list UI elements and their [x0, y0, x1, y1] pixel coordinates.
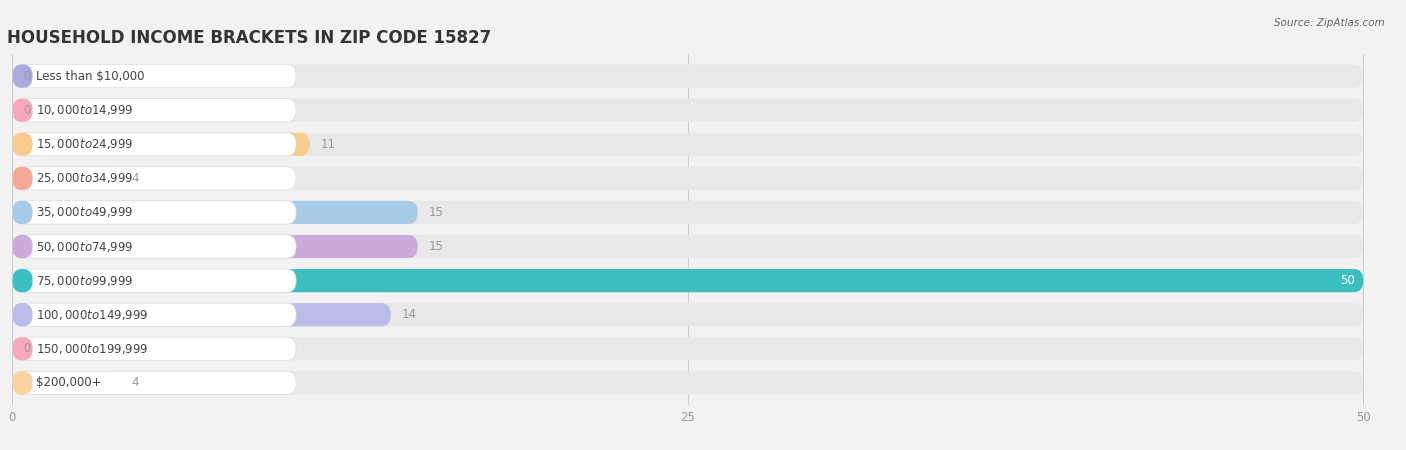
FancyBboxPatch shape [13, 269, 1364, 292]
FancyBboxPatch shape [13, 167, 297, 190]
FancyBboxPatch shape [13, 133, 309, 156]
FancyBboxPatch shape [13, 133, 1364, 156]
FancyBboxPatch shape [13, 269, 32, 292]
FancyBboxPatch shape [13, 337, 32, 360]
Text: 11: 11 [321, 138, 336, 151]
Text: $25,000 to $34,999: $25,000 to $34,999 [37, 171, 134, 185]
FancyBboxPatch shape [13, 99, 1364, 122]
FancyBboxPatch shape [13, 303, 1364, 326]
FancyBboxPatch shape [13, 269, 1364, 292]
FancyBboxPatch shape [13, 303, 297, 326]
FancyBboxPatch shape [13, 235, 418, 258]
Text: $100,000 to $149,999: $100,000 to $149,999 [37, 308, 149, 322]
Text: $10,000 to $14,999: $10,000 to $14,999 [37, 103, 134, 117]
Text: $50,000 to $74,999: $50,000 to $74,999 [37, 239, 134, 253]
Text: $15,000 to $24,999: $15,000 to $24,999 [37, 137, 134, 151]
FancyBboxPatch shape [13, 201, 418, 224]
FancyBboxPatch shape [13, 64, 32, 88]
Text: Less than $10,000: Less than $10,000 [37, 70, 145, 83]
FancyBboxPatch shape [13, 303, 32, 326]
FancyBboxPatch shape [13, 371, 297, 395]
FancyBboxPatch shape [13, 64, 1364, 88]
Text: HOUSEHOLD INCOME BRACKETS IN ZIP CODE 15827: HOUSEHOLD INCOME BRACKETS IN ZIP CODE 15… [7, 29, 491, 47]
Text: 15: 15 [429, 206, 443, 219]
Text: 4: 4 [131, 376, 139, 389]
FancyBboxPatch shape [13, 167, 32, 190]
FancyBboxPatch shape [13, 133, 32, 156]
Text: 0: 0 [24, 70, 31, 83]
Text: $75,000 to $99,999: $75,000 to $99,999 [37, 274, 134, 288]
FancyBboxPatch shape [13, 133, 297, 156]
Text: $150,000 to $199,999: $150,000 to $199,999 [37, 342, 149, 356]
FancyBboxPatch shape [13, 337, 297, 360]
FancyBboxPatch shape [13, 201, 32, 224]
FancyBboxPatch shape [13, 235, 1364, 258]
FancyBboxPatch shape [13, 167, 121, 190]
Text: 50: 50 [1340, 274, 1355, 287]
Text: $200,000+: $200,000+ [37, 376, 101, 389]
FancyBboxPatch shape [13, 167, 1364, 190]
FancyBboxPatch shape [13, 269, 297, 292]
FancyBboxPatch shape [13, 99, 32, 122]
Text: $35,000 to $49,999: $35,000 to $49,999 [37, 206, 134, 220]
Text: 4: 4 [131, 172, 139, 185]
FancyBboxPatch shape [13, 371, 32, 395]
Text: 15: 15 [429, 240, 443, 253]
FancyBboxPatch shape [13, 235, 32, 258]
Text: 14: 14 [402, 308, 416, 321]
FancyBboxPatch shape [13, 303, 391, 326]
FancyBboxPatch shape [13, 64, 297, 88]
FancyBboxPatch shape [13, 371, 1364, 395]
Text: 0: 0 [24, 342, 31, 355]
FancyBboxPatch shape [13, 235, 297, 258]
FancyBboxPatch shape [13, 99, 297, 122]
Text: 0: 0 [24, 104, 31, 117]
FancyBboxPatch shape [13, 201, 1364, 224]
FancyBboxPatch shape [13, 201, 297, 224]
FancyBboxPatch shape [13, 371, 121, 395]
FancyBboxPatch shape [13, 337, 1364, 360]
Text: Source: ZipAtlas.com: Source: ZipAtlas.com [1274, 18, 1385, 28]
